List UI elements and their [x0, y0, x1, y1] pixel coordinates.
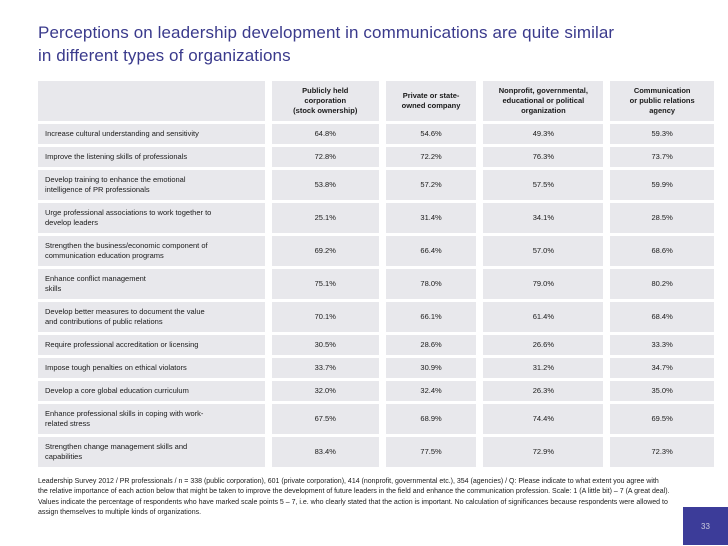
action-label: Improve the listening skills of professi… [38, 147, 265, 168]
table-row: Improve the listening skills of professi… [38, 147, 714, 168]
value-cell: 53.8% [271, 170, 379, 200]
survey-table: Publicly held corporation (stock ownersh… [31, 78, 721, 469]
value-cell: 57.0% [483, 235, 604, 266]
value-cell: 59.3% [610, 124, 714, 145]
action-label: Develop better measures to document the … [38, 301, 265, 332]
table-row: Strengthen change management skills and … [38, 436, 714, 467]
action-label: Develop a core global education curricul… [38, 380, 265, 401]
value-cell: 61.4% [483, 301, 604, 332]
value-cell: 32.0% [271, 380, 379, 401]
table-row: Enhance conflict management skills 75.1%… [38, 268, 714, 299]
value-cell: 28.5% [610, 203, 714, 233]
value-cell: 28.6% [385, 334, 477, 355]
value-cell: 69.5% [610, 403, 714, 434]
value-cell: 59.9% [610, 170, 714, 200]
value-cell: 80.2% [610, 268, 714, 299]
table-row: Strengthen the business/economic compone… [38, 235, 714, 266]
value-cell: 33.3% [610, 334, 714, 355]
table-row: Impose tough penalties on ethical violat… [38, 357, 714, 378]
value-cell: 34.1% [483, 203, 604, 233]
value-cell: 66.4% [385, 235, 477, 266]
value-cell: 49.3% [483, 124, 604, 145]
value-cell: 75.1% [271, 268, 379, 299]
value-cell: 26.6% [483, 334, 604, 355]
value-cell: 72.2% [385, 147, 477, 168]
value-cell: 35.0% [610, 380, 714, 401]
action-label: Impose tough penalties on ethical violat… [38, 357, 265, 378]
action-label: Develop training to enhance the emotiona… [38, 170, 265, 200]
column-header-public: Publicly held corporation (stock ownersh… [271, 81, 379, 122]
value-cell: 34.7% [610, 357, 714, 378]
table-row: Develop a core global education curricul… [38, 380, 714, 401]
table-row: Require professional accreditation or li… [38, 334, 714, 355]
value-cell: 33.7% [271, 357, 379, 378]
value-cell: 74.4% [483, 403, 604, 434]
value-cell: 57.5% [483, 170, 604, 200]
column-header-nonprofit: Nonprofit, governmental, educational or … [483, 81, 604, 122]
value-cell: 79.0% [483, 268, 604, 299]
value-cell: 64.8% [271, 124, 379, 145]
value-cell: 68.9% [385, 403, 477, 434]
table-row: Develop better measures to document the … [38, 301, 714, 332]
action-label: Increase cultural understanding and sens… [38, 124, 265, 145]
table-row: Increase cultural understanding and sens… [38, 124, 714, 145]
action-label: Enhance conflict management skills [38, 268, 265, 299]
action-label: Strengthen change management skills and … [38, 436, 265, 467]
value-cell: 83.4% [271, 436, 379, 467]
action-label: Urge professional associations to work t… [38, 203, 265, 233]
page-number: 33 [701, 521, 710, 531]
value-cell: 72.3% [610, 436, 714, 467]
value-cell: 72.9% [483, 436, 604, 467]
column-header-agency: Communication or public relations agency [610, 81, 714, 122]
value-cell: 26.3% [483, 380, 604, 401]
corner-cell [38, 81, 265, 122]
value-cell: 77.5% [385, 436, 477, 467]
table-row: Develop training to enhance the emotiona… [38, 170, 714, 200]
table-header-row: Publicly held corporation (stock ownersh… [38, 81, 714, 122]
value-cell: 31.4% [385, 203, 477, 233]
value-cell: 30.9% [385, 357, 477, 378]
value-cell: 25.1% [271, 203, 379, 233]
source-footnote: Leadership Survey 2012 / PR professional… [38, 477, 670, 517]
value-cell: 76.3% [483, 147, 604, 168]
value-cell: 73.7% [610, 147, 714, 168]
value-cell: 69.2% [271, 235, 379, 266]
value-cell: 57.2% [385, 170, 477, 200]
value-cell: 70.1% [271, 301, 379, 332]
slide-title: Perceptions on leadership development in… [38, 23, 615, 66]
value-cell: 68.4% [610, 301, 714, 332]
table-row: Enhance professional skills in coping wi… [38, 403, 714, 434]
table-row: Urge professional associations to work t… [38, 203, 714, 233]
value-cell: 72.8% [271, 147, 379, 168]
value-cell: 78.0% [385, 268, 477, 299]
value-cell: 68.6% [610, 235, 714, 266]
value-cell: 66.1% [385, 301, 477, 332]
value-cell: 54.6% [385, 124, 477, 145]
action-label: Enhance professional skills in coping wi… [38, 403, 265, 434]
value-cell: 31.2% [483, 357, 604, 378]
page-number-badge: 33 [683, 507, 728, 545]
value-cell: 32.4% [385, 380, 477, 401]
value-cell: 67.5% [271, 403, 379, 434]
action-label: Require professional accreditation or li… [38, 334, 265, 355]
column-header-private: Private or state- owned company [385, 81, 477, 122]
value-cell: 30.5% [271, 334, 379, 355]
action-label: Strengthen the business/economic compone… [38, 235, 265, 266]
